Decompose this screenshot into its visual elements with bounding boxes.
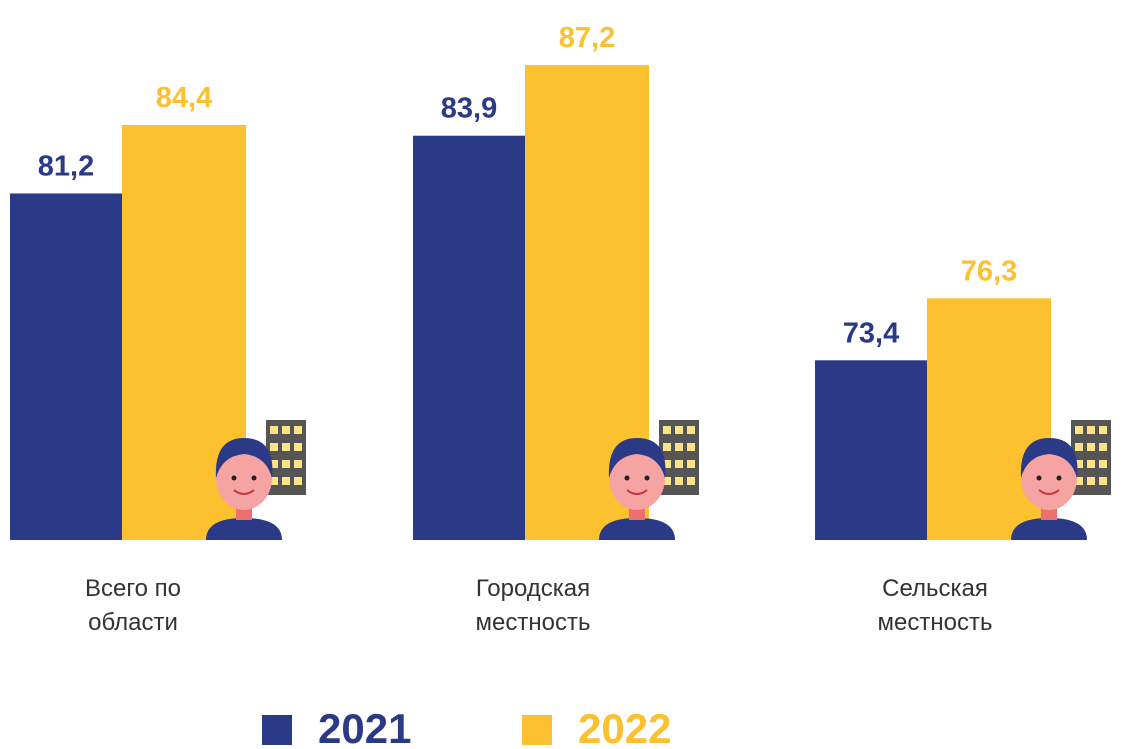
icon-part <box>294 477 302 485</box>
icon-part <box>1020 438 1078 478</box>
icon-part <box>675 426 683 434</box>
icon-part <box>1099 477 1107 485</box>
icon-part <box>270 477 278 485</box>
icon-part <box>1087 477 1095 485</box>
icon-part <box>294 426 302 434</box>
icon-part <box>282 477 290 485</box>
icon-part <box>687 477 695 485</box>
icon-part <box>270 443 278 451</box>
icon-part <box>1011 518 1087 540</box>
icon-part <box>270 426 278 434</box>
icon-part <box>294 443 302 451</box>
icon-part <box>282 460 290 468</box>
icon-part <box>1087 460 1095 468</box>
icon-part <box>675 477 683 485</box>
icon-part <box>1036 475 1042 481</box>
icon-part <box>644 475 650 481</box>
value-label: 73,4 <box>843 317 899 349</box>
icon-part <box>599 518 675 540</box>
icon-part <box>1075 426 1083 434</box>
icon-part <box>687 443 695 451</box>
icon-part <box>608 438 666 478</box>
icon-part <box>663 443 671 451</box>
bar <box>10 193 122 540</box>
icon-part <box>624 475 630 481</box>
icon-part <box>1075 460 1083 468</box>
icon-part <box>663 426 671 434</box>
icon-part <box>626 489 648 495</box>
value-label: 84,4 <box>156 82 212 114</box>
icon-part <box>609 446 665 510</box>
icon-part <box>1099 443 1107 451</box>
icon-part <box>1099 460 1107 468</box>
value-label: 83,9 <box>441 93 497 125</box>
icon-part <box>663 460 671 468</box>
icon-part <box>687 460 695 468</box>
legend-swatch <box>262 715 292 745</box>
icon-part <box>294 460 302 468</box>
icon-part <box>1087 443 1095 451</box>
icon-part <box>1075 477 1083 485</box>
icon-part <box>206 518 282 540</box>
icon-part <box>1038 489 1060 495</box>
icon-part <box>1056 475 1062 481</box>
x-tick-label: Всего по области <box>85 575 181 636</box>
icon-part <box>231 475 237 481</box>
icon-part <box>675 443 683 451</box>
icon-part <box>675 460 683 468</box>
bar <box>413 135 525 540</box>
icon-part <box>215 438 273 478</box>
value-label: 76,3 <box>961 255 1017 287</box>
person-icon <box>1011 420 1111 540</box>
x-tick-label: Сельская местность <box>877 575 993 636</box>
icon-part <box>251 475 257 481</box>
icon-part <box>1087 426 1095 434</box>
icon-part <box>282 443 290 451</box>
icon-part <box>687 426 695 434</box>
person-icon <box>206 420 306 540</box>
value-label: 81,2 <box>38 150 94 182</box>
icon-part <box>1021 446 1077 510</box>
x-tick-label: Городская местность <box>475 575 591 636</box>
icon-part <box>282 426 290 434</box>
value-label: 87,2 <box>559 22 615 54</box>
icon-part <box>1075 443 1083 451</box>
icon-part <box>216 446 272 510</box>
bar <box>815 360 927 540</box>
icon-part <box>1099 426 1107 434</box>
legend-swatch <box>522 715 552 745</box>
legend-label: 2021 <box>318 705 411 749</box>
legend-label: 2022 <box>578 705 671 749</box>
person-icon <box>599 420 699 540</box>
icon-part <box>233 489 255 495</box>
icon-part <box>663 477 671 485</box>
icon-part <box>270 460 278 468</box>
